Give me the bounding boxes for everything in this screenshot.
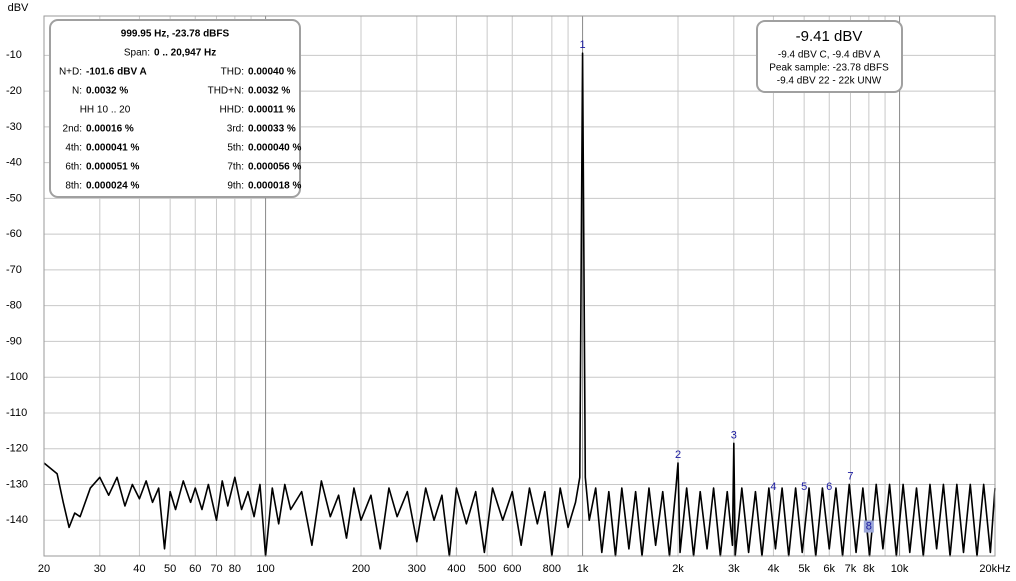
x-tick-label: 5k bbox=[798, 563, 810, 575]
span-value: 0 .. 20,947 Hz bbox=[154, 48, 216, 59]
stat-value: 0.000040 % bbox=[248, 143, 301, 154]
marker-box bbox=[863, 520, 874, 533]
info-header: 999.95 Hz, -23.78 dBFS bbox=[121, 29, 230, 40]
x-tick-label: 800 bbox=[543, 563, 561, 575]
stat-value: 0.0032 % bbox=[86, 86, 128, 97]
x-tick-label: 1k bbox=[577, 563, 589, 575]
stat-label: 4th: bbox=[65, 143, 82, 154]
y-tick-label: -80 bbox=[6, 300, 22, 312]
stat-value: 0.00040 % bbox=[248, 67, 296, 78]
x-tick-label: 8k bbox=[863, 563, 875, 575]
stat-value: 0.00033 % bbox=[248, 124, 296, 135]
stat-value: 0.0032 % bbox=[248, 86, 290, 97]
y-tick-label: -70 bbox=[6, 264, 22, 276]
level-line: -9.4 dBV 22 - 22k UNW bbox=[777, 76, 882, 87]
stat-value: -101.6 dBV A bbox=[86, 67, 147, 78]
trace bbox=[43, 52, 996, 557]
plot-frame bbox=[43, 15, 996, 557]
x-tick-label: 100 bbox=[256, 563, 274, 575]
stat-label: HHD: bbox=[220, 105, 244, 116]
x-tick-label: 80 bbox=[229, 563, 241, 575]
x-tick-label: 60 bbox=[189, 563, 201, 575]
y-tick-label: -30 bbox=[6, 121, 22, 133]
stat-label: 7th: bbox=[227, 162, 244, 173]
x-tick-label: 600 bbox=[503, 563, 521, 575]
harmonic-marker: 5 bbox=[801, 481, 807, 493]
stat-label: 5th: bbox=[227, 143, 244, 154]
x-tick-label: 200 bbox=[352, 563, 370, 575]
y-tick-label: -130 bbox=[6, 478, 28, 490]
x-tick-label: 6k bbox=[823, 563, 835, 575]
level-line: Peak sample: -23.78 dBFS bbox=[769, 63, 889, 74]
spectrum-line bbox=[43, 52, 996, 557]
level-value: -9.41 dBV bbox=[796, 28, 863, 45]
level-line: -9.4 dBV C, -9.4 dBV A bbox=[778, 50, 881, 61]
x-tick-label: 4k bbox=[768, 563, 780, 575]
harmonic-marker: 8 bbox=[866, 520, 872, 532]
stat-value: 0.000024 % bbox=[86, 181, 139, 192]
stat-value: 0.000056 % bbox=[248, 162, 301, 173]
x-tick-label: 2k bbox=[672, 563, 684, 575]
stat-value: 0.000051 % bbox=[86, 162, 139, 173]
stat-label: 9th: bbox=[227, 181, 244, 192]
stat-label: 6th: bbox=[65, 162, 82, 173]
stat-value: 0.000041 % bbox=[86, 143, 139, 154]
x-tick-label: 7k bbox=[845, 563, 857, 575]
harmonic-marker: 1 bbox=[580, 39, 586, 51]
y-tick-label: -90 bbox=[6, 335, 22, 347]
stat-label: THD+N: bbox=[208, 86, 244, 97]
y-tick-label: -100 bbox=[6, 371, 28, 383]
stat-label: 2nd: bbox=[63, 124, 82, 135]
level-frame bbox=[756, 20, 903, 93]
x-tick-label: 20 bbox=[38, 563, 50, 575]
y-tick-label: -110 bbox=[6, 407, 27, 419]
info-frame bbox=[49, 19, 301, 198]
x-tick-label: 400 bbox=[447, 563, 465, 575]
level-box: -9.41 dBV -9.4 dBV C, -9.4 dBV A Peak sa… bbox=[756, 20, 903, 93]
x-tick-label: 3k bbox=[728, 563, 740, 575]
x-tick-label: 50 bbox=[164, 563, 176, 575]
y-tick-label: -40 bbox=[6, 157, 22, 169]
y-tick-label: -140 bbox=[6, 514, 28, 526]
stat-label: N+D: bbox=[59, 67, 82, 78]
y-tick-label: -60 bbox=[6, 228, 22, 240]
y-tick-label: -10 bbox=[6, 49, 22, 61]
x-tick-label: 300 bbox=[408, 563, 426, 575]
harmonic-marker: 2 bbox=[675, 449, 681, 461]
y-tick-label: -120 bbox=[6, 443, 28, 455]
x-tick-label: 500 bbox=[478, 563, 496, 575]
y-tick-label: -50 bbox=[6, 192, 22, 204]
y-axis-label: dBV bbox=[8, 2, 29, 14]
stat-label: THD: bbox=[221, 67, 244, 78]
harmonic-marker: 3 bbox=[731, 429, 737, 441]
x-tick-label: 20kHz bbox=[979, 563, 1010, 575]
harmonic-marker: 7 bbox=[847, 470, 853, 482]
info-box: 999.95 Hz, -23.78 dBFS Span: 0 .. 20,947… bbox=[49, 19, 301, 198]
stat-value: 0.00016 % bbox=[86, 124, 134, 135]
span-label: Span: bbox=[124, 48, 150, 59]
stat-label: 3rd: bbox=[227, 124, 244, 135]
x-tick-label: 40 bbox=[133, 563, 145, 575]
stat-label: 8th: bbox=[65, 181, 82, 192]
harmonic-marker: 6 bbox=[826, 481, 832, 493]
x-tick-label: 10k bbox=[891, 563, 909, 575]
harmonic-marker: 4 bbox=[770, 481, 776, 493]
stat-label: N: bbox=[72, 86, 82, 97]
stat-label: HH 10 .. 20 bbox=[80, 105, 131, 116]
x-tick-label: 70 bbox=[210, 563, 222, 575]
stat-value: 0.00011 % bbox=[248, 105, 295, 116]
y-tick-label: -20 bbox=[6, 85, 22, 97]
x-tick-label: 30 bbox=[94, 563, 106, 575]
stat-value: 0.000018 % bbox=[248, 181, 301, 192]
